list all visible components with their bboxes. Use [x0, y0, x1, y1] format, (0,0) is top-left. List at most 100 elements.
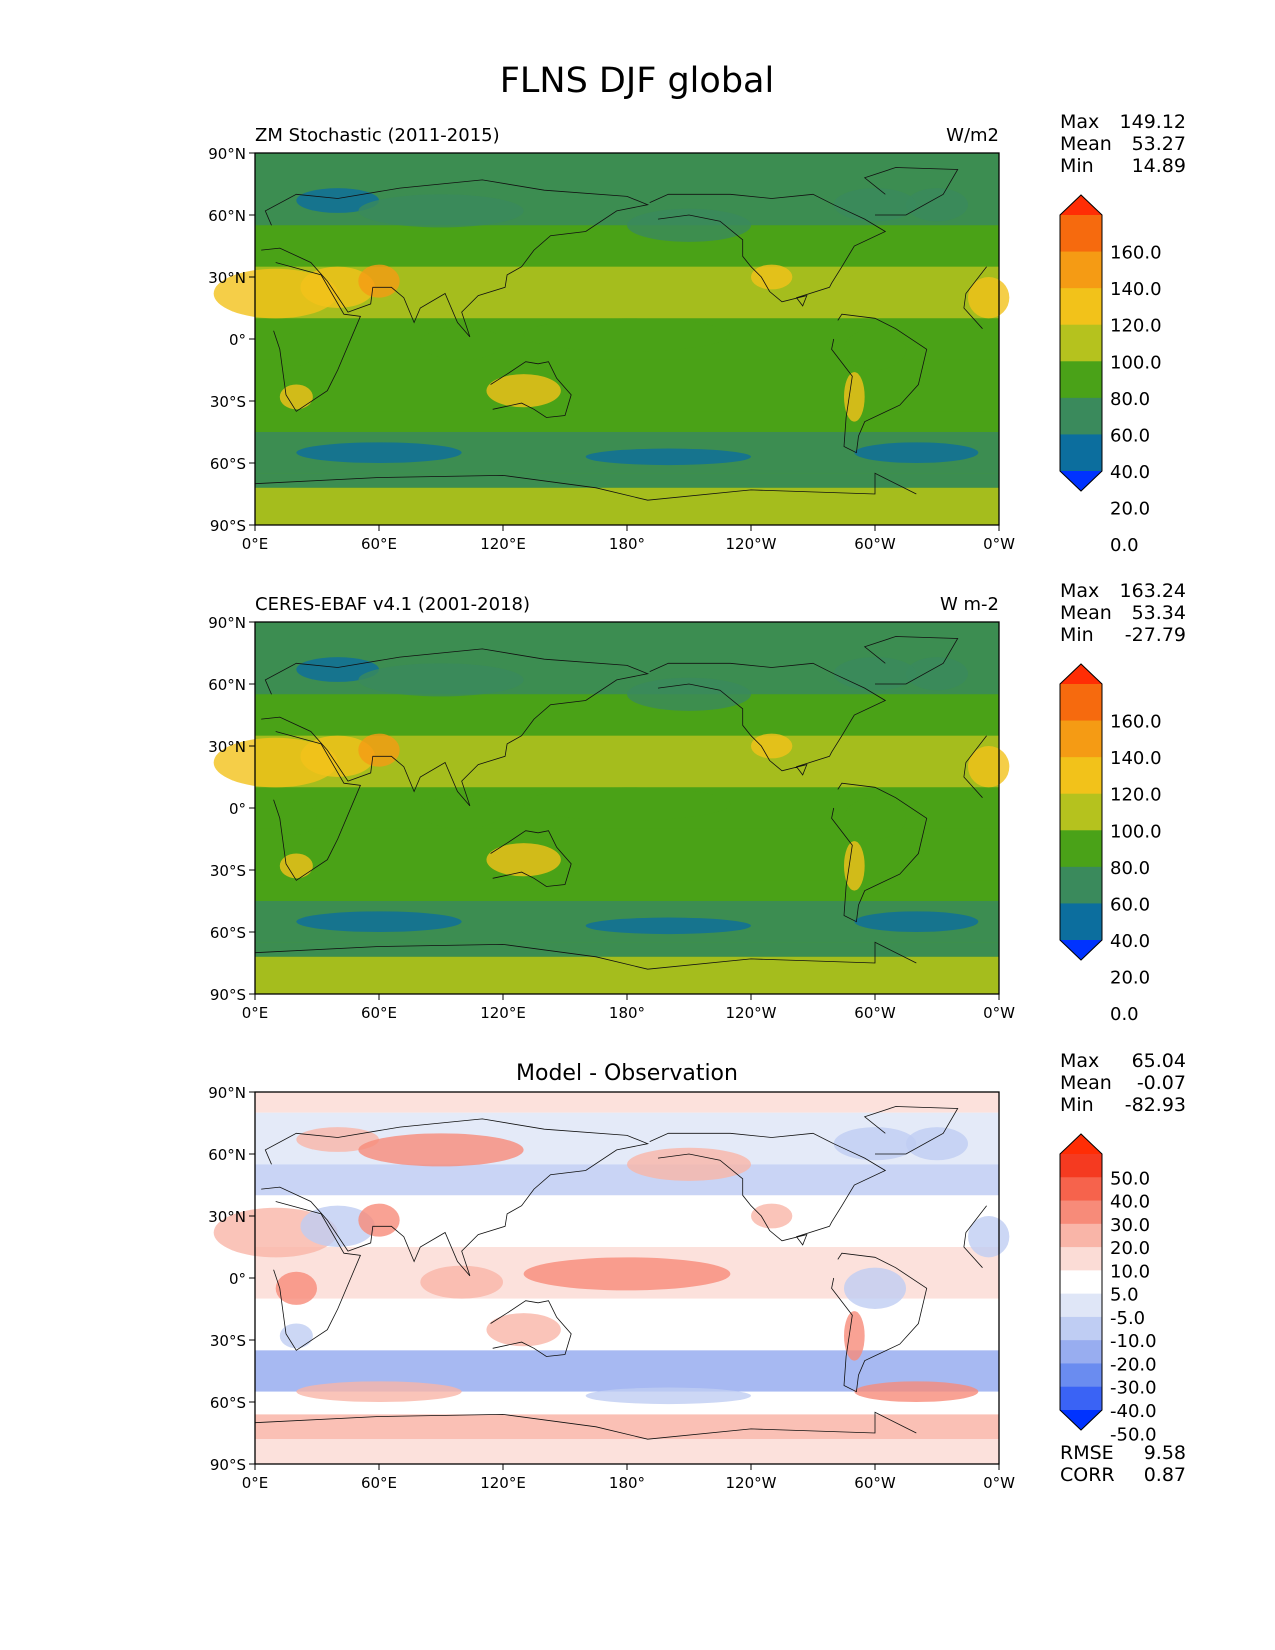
lat-tick-label: 90°N	[208, 614, 246, 632]
coastline	[490, 1300, 572, 1357]
coastline	[649, 662, 887, 776]
panel-obs: CERES-EBAF v4.1 (2001-2018) W m-2 90°N 60°N…	[208, 580, 1186, 1025]
coastline	[863, 167, 959, 216]
field-patch	[751, 264, 793, 290]
lon-tick-label: 180°	[609, 535, 645, 553]
field-band	[255, 1164, 999, 1196]
lat-tick-label: 60°S	[210, 924, 246, 942]
field-patch	[523, 787, 731, 821]
field-patch	[751, 1203, 793, 1229]
field-band	[255, 622, 999, 653]
field-patch	[751, 733, 793, 759]
colorbar-label: 80.0	[1110, 389, 1150, 410]
field-patch	[358, 1133, 524, 1167]
field-patch	[627, 1147, 751, 1181]
stat-label: Mean	[1060, 133, 1112, 155]
lon-tick-label: 60°E	[361, 1004, 397, 1022]
panel-title-center: Model - Observation	[516, 1061, 738, 1086]
panel-model: ZM Stochastic (2011-2015) W/m2 90°N 60°N 30°…	[208, 111, 1186, 556]
lat-tick-label: 30°S	[210, 862, 246, 880]
coastline	[261, 179, 650, 338]
colorbar-label: -30.0	[1110, 1378, 1157, 1399]
field-patch	[420, 1265, 503, 1299]
field-patch	[358, 1203, 400, 1237]
colorbar-label: 100.0	[1110, 352, 1162, 373]
colorbar-label: 140.0	[1110, 748, 1162, 769]
lon-tick-label: 120°E	[480, 1474, 526, 1492]
colorbar-segment	[1060, 1363, 1102, 1388]
lat-tick-label: 0°	[229, 331, 246, 349]
field-band	[255, 411, 999, 432]
stat-label: Max	[1060, 580, 1099, 602]
colorbar-segment	[1060, 434, 1102, 472]
field-band	[255, 225, 999, 246]
colorbar-outline	[1059, 194, 1103, 492]
colorbar-segment	[1060, 903, 1102, 941]
field-patch	[420, 795, 503, 829]
extra-stat-label: RMSE	[1060, 1442, 1114, 1464]
field-patch	[833, 188, 917, 222]
colorbar-extend-min	[1060, 1410, 1102, 1430]
lon-tick-label: 120°W	[726, 1474, 777, 1492]
colorbar-segment	[1060, 361, 1102, 399]
lat-tick-label: 30°N	[208, 1208, 246, 1226]
field-patch	[358, 733, 400, 767]
field-patch	[296, 442, 462, 463]
lat-tick-label: 60°N	[208, 207, 246, 225]
colorbar-label: 80.0	[1110, 858, 1150, 879]
panel-title-left: ZM Stochastic (2011-2015)	[255, 125, 500, 146]
lat-tick-label: 90°S	[210, 1456, 246, 1474]
field-patch	[854, 442, 979, 463]
field-patch	[627, 208, 751, 242]
colorbar-label: 50.0	[1110, 1168, 1150, 1189]
field-band	[255, 956, 999, 994]
field-band	[255, 1092, 999, 1113]
coastline	[863, 1106, 959, 1155]
colorbar-segment	[1060, 1177, 1102, 1202]
lat-tick-label: 60°N	[208, 1146, 246, 1164]
colorbar-segment	[1060, 397, 1102, 435]
colorbar-outline	[1059, 663, 1103, 961]
colorbar-segment	[1060, 1293, 1102, 1318]
colorbar-segment	[1060, 793, 1102, 831]
field-patch	[844, 328, 906, 371]
panel-diff: Model - Observation 90°N 60°N 30°N 0° 30°S 60°…	[208, 1050, 1186, 1492]
lon-tick-label: 180°	[609, 1004, 645, 1022]
lon-tick-label: 0°E	[242, 1004, 269, 1022]
colorbar-extend-max	[1060, 1134, 1102, 1154]
field-band	[255, 715, 999, 736]
field-band	[255, 880, 999, 901]
field-patch	[358, 194, 524, 228]
colorbar-label: 20.0	[1110, 499, 1150, 520]
stat-label: Min	[1060, 155, 1094, 177]
field-patch	[523, 318, 731, 352]
field-patch	[300, 735, 375, 777]
colorbar-label: 120.0	[1110, 785, 1162, 806]
colorbar-segment	[1060, 757, 1102, 795]
field-patch	[844, 1267, 906, 1310]
panel-units: W m-2	[940, 594, 999, 615]
lon-tick-label: 120°W	[726, 1004, 777, 1022]
field-patch	[854, 911, 979, 933]
coastline	[963, 735, 987, 798]
coastline	[490, 830, 572, 887]
lat-tick-label: 30°S	[210, 393, 246, 411]
lon-tick-label: 120°E	[480, 535, 526, 553]
colorbar-label: 160.0	[1110, 712, 1162, 733]
colorbar-segment	[1060, 866, 1102, 904]
field-patch	[844, 1311, 865, 1361]
field-patch	[296, 188, 379, 213]
colorbar-segment	[1060, 1223, 1102, 1248]
colorbar: 160.0 140.0 120.0 100.0 80.0 60.0 40.0 20.0 0.0	[1059, 194, 1162, 556]
colorbar-segment	[1060, 1270, 1102, 1295]
colorbar-label: -5.0	[1110, 1308, 1145, 1329]
stat-value: 53.34	[1132, 602, 1186, 624]
stat-value: 149.12	[1120, 111, 1186, 133]
stat-label: Max	[1060, 1050, 1099, 1072]
stat-value: -0.07	[1137, 1072, 1186, 1094]
field-patch	[358, 663, 524, 697]
colorbar-label: 120.0	[1110, 316, 1162, 337]
field-patch	[279, 384, 313, 410]
colorbar-extend-max	[1060, 195, 1102, 215]
